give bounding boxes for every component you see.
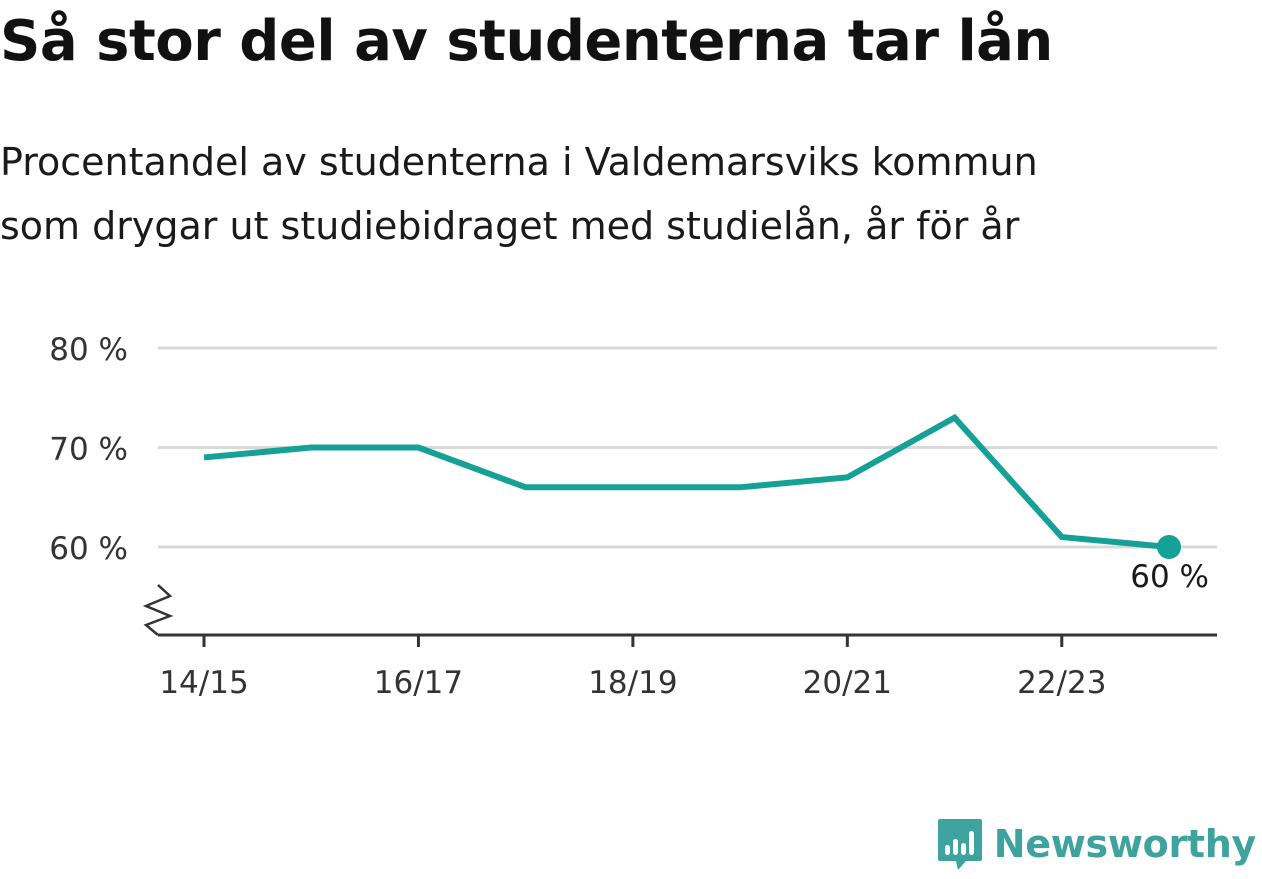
x-tick-label: 22/23 bbox=[1017, 665, 1106, 701]
axes bbox=[142, 584, 1217, 647]
y-tick-label: 60 % bbox=[49, 531, 128, 567]
data-point bbox=[415, 445, 421, 451]
chart-subtitle-line-2: som drygar ut studiebidraget med studiel… bbox=[0, 204, 1020, 248]
x-tick-label: 20/21 bbox=[803, 665, 892, 701]
data-point bbox=[201, 454, 207, 460]
chart-subtitle: Procentandel av studenterna i Valdemarsv… bbox=[0, 130, 1262, 258]
chart-title: Så stor del av studenterna tar lån bbox=[0, 9, 1053, 74]
tick-labels: 60 % 70 % 80 % 14/15 16/17 18/19 20/21 22/23 60 … bbox=[49, 332, 1209, 701]
x-tick-label: 18/19 bbox=[588, 665, 677, 701]
x-tick-label: 16/17 bbox=[374, 665, 463, 701]
series-line bbox=[203, 413, 1170, 550]
y-tick-label: 70 % bbox=[49, 432, 128, 468]
y-tick-label: 80 % bbox=[49, 332, 128, 368]
brand-name: Newsworthy bbox=[993, 822, 1257, 866]
data-point bbox=[1059, 534, 1065, 540]
data-point bbox=[844, 474, 850, 480]
data-point bbox=[630, 484, 636, 490]
data-point bbox=[737, 484, 743, 490]
y-axis-break-icon bbox=[142, 584, 174, 636]
x-tick-label: 14/15 bbox=[159, 665, 248, 701]
brand-logo: Newsworthy bbox=[936, 817, 1256, 871]
last-value-label: 60 % bbox=[1130, 559, 1209, 595]
data-point bbox=[952, 415, 958, 421]
series bbox=[201, 413, 1181, 559]
data-point bbox=[523, 484, 529, 490]
data-point bbox=[308, 445, 314, 451]
bar-chart-speech-bubble-icon bbox=[937, 819, 982, 870]
chart-subtitle-line-1: Procentandel av studenterna i Valdemarsv… bbox=[0, 140, 1038, 184]
last-value-marker bbox=[1157, 535, 1181, 559]
